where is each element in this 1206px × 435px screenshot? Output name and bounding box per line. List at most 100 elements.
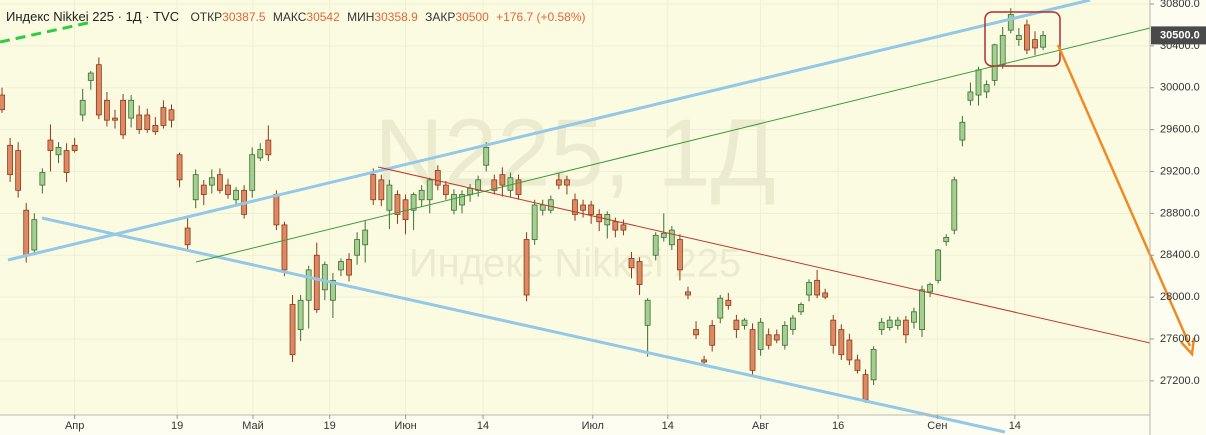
candle-body	[386, 184, 393, 211]
candle-body	[894, 319, 901, 326]
x-tick-label: Июл	[582, 420, 604, 432]
channel-lower	[41, 216, 1006, 434]
candle-body	[733, 319, 740, 330]
candle-body	[394, 194, 401, 215]
watermark-subtitle: Индекс Nikkei 225	[409, 242, 741, 286]
highlight-box	[984, 11, 1061, 67]
candle-body	[297, 299, 304, 330]
candle-body	[265, 139, 272, 156]
candle-body	[644, 299, 651, 326]
candle-body	[967, 91, 974, 101]
candle-body	[354, 239, 361, 256]
y-tick-label: 28800.0	[1160, 207, 1200, 219]
candle-body	[63, 150, 70, 173]
candle-body	[15, 150, 22, 191]
y-tick-label: 28000.0	[1160, 291, 1200, 303]
candle-body	[781, 324, 788, 346]
candle-body	[305, 269, 312, 301]
candle-body	[0, 94, 5, 111]
candle-body	[208, 177, 215, 186]
candle-body	[822, 292, 829, 298]
candle-body	[257, 149, 264, 159]
price-tag-box	[1151, 26, 1206, 45]
ohlc-value: 30387.5	[222, 10, 266, 24]
candle-body	[378, 179, 385, 201]
candle-body	[951, 179, 958, 231]
x-tick-label: Сен	[927, 420, 947, 432]
candle-body	[935, 249, 942, 281]
candle-body	[572, 199, 578, 215]
ohlc-value: 30542	[306, 10, 340, 24]
candle-body	[1032, 39, 1038, 49]
x-tick-label: Июн	[394, 420, 416, 432]
candle-body	[483, 147, 490, 166]
candle-body	[281, 224, 288, 271]
chart-title: Индекс Nikkei 225 · 1Д · TVC	[6, 9, 180, 24]
candle-body	[580, 204, 586, 211]
candle-body	[47, 139, 54, 151]
trend-red	[377, 166, 1151, 344]
candle-body	[975, 69, 982, 96]
candle-body	[547, 199, 554, 211]
candle-body	[886, 319, 893, 328]
y-tick-label: 27200.0	[1160, 375, 1200, 387]
candle-body	[814, 279, 821, 296]
ohlc-label: МИН	[347, 10, 375, 24]
legend-header: Индекс Nikkei 225 · 1Д · TVC ОТКР30387.5…	[6, 9, 590, 24]
candle-body	[838, 329, 845, 356]
candle-body	[717, 297, 724, 319]
x-tick-label: Авг	[752, 420, 769, 432]
candle-body	[991, 44, 998, 81]
candle-body	[902, 319, 909, 336]
x-tick-label: 16	[832, 420, 844, 432]
candle-body	[911, 311, 917, 323]
x-tick-label: Апр	[65, 420, 84, 432]
candle-body	[152, 125, 159, 133]
candle-body	[313, 254, 320, 311]
candle-body	[588, 204, 595, 215]
candle-body	[321, 264, 328, 291]
candle-body	[789, 317, 796, 330]
candle-body	[459, 194, 465, 206]
candle-body	[757, 321, 764, 350]
candle-body	[1007, 14, 1014, 31]
candle-body	[1024, 24, 1030, 51]
candle-body	[806, 282, 812, 296]
candle-body	[23, 209, 30, 256]
candle-body	[410, 194, 417, 211]
candle-body	[652, 234, 659, 256]
x-tick-label: 19	[324, 420, 336, 432]
candle-body	[128, 99, 135, 119]
y-tick-label: 29600.0	[1160, 124, 1200, 136]
candle-body	[200, 184, 207, 195]
ohlc-label: МАКС	[272, 10, 307, 24]
candle-body	[346, 259, 352, 276]
candle-body	[499, 174, 506, 186]
candle-body	[685, 291, 691, 296]
candle-body	[225, 184, 231, 195]
candle-body	[418, 189, 425, 201]
y-tick-label: 27600.0	[1160, 333, 1200, 345]
x-tick-label: 19	[171, 420, 183, 432]
candle-body	[709, 324, 716, 346]
candle-body	[467, 187, 473, 195]
change: +176.7 (+0.58%)	[496, 10, 586, 24]
arrow-head	[1180, 337, 1196, 357]
candle-body	[846, 339, 853, 361]
candle-body	[168, 109, 175, 121]
candle-body	[289, 304, 296, 356]
candle-body	[55, 147, 62, 156]
candle-body	[741, 319, 748, 326]
candle-body	[7, 144, 13, 176]
candle-body	[329, 279, 336, 301]
candle-body	[87, 72, 94, 81]
candle-body	[451, 194, 457, 211]
candle-body	[870, 349, 877, 381]
forecast-arrow	[1056, 44, 1192, 347]
axes: 27200.0 27600.0 28000.0 28400.0 28800.0 29200…	[65, 0, 1206, 432]
candle-body	[442, 184, 449, 195]
channel-upper	[7, 0, 1091, 262]
candle-body	[636, 261, 643, 285]
